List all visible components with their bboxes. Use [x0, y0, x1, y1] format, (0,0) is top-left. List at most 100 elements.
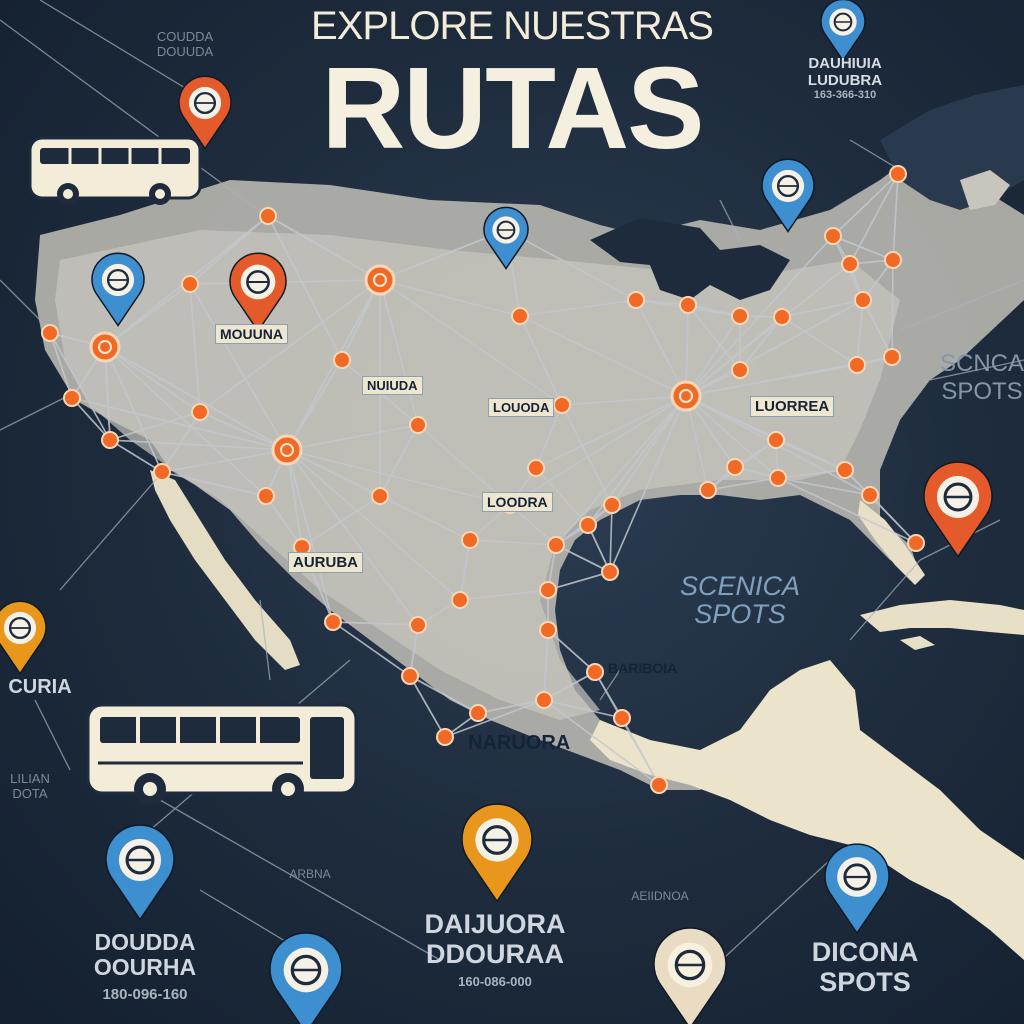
- route-stop[interactable]: [409, 616, 427, 634]
- bottom-center-caption: DAIJUORA DDOURAA 160-086-000: [400, 909, 590, 990]
- route-line: [519, 315, 563, 406]
- route-line: [781, 299, 864, 318]
- route-line: [561, 395, 687, 406]
- route-stop[interactable]: [527, 459, 545, 477]
- curia-caption: CURIA: [8, 676, 72, 698]
- map-label-naruora: NARUORA: [468, 732, 571, 754]
- route-stop[interactable]: [191, 403, 209, 421]
- pin-blue-bottom-right[interactable]: [824, 843, 890, 935]
- route-stop[interactable]: [535, 691, 553, 709]
- bottom-right-caption: DICONA SPOTS: [790, 937, 940, 997]
- route-line: [332, 621, 419, 626]
- route-stop[interactable]: [627, 291, 645, 309]
- pin-top-right[interactable]: [820, 0, 866, 62]
- route-stop[interactable]: [836, 461, 854, 479]
- map-label-nuiuda: NUIUDA: [362, 376, 423, 395]
- pin-blue-bottom[interactable]: [269, 932, 343, 1024]
- route-line: [555, 395, 687, 546]
- route-stop[interactable]: [731, 361, 749, 379]
- route-stop[interactable]: [883, 348, 901, 366]
- route-stop[interactable]: [884, 251, 902, 269]
- route-stop[interactable]: [436, 728, 454, 746]
- route-stop[interactable]: [461, 531, 479, 549]
- route-line: [862, 299, 893, 358]
- route-stop[interactable]: [41, 324, 59, 342]
- route-stop[interactable]: [586, 663, 604, 681]
- route-stop[interactable]: [101, 431, 119, 449]
- route-hub[interactable]: [670, 380, 702, 412]
- route-line: [561, 404, 613, 506]
- route-stop[interactable]: [553, 396, 571, 414]
- route-stop[interactable]: [699, 481, 717, 499]
- pin-orange-east[interactable]: [923, 461, 993, 558]
- route-stop[interactable]: [854, 291, 872, 309]
- pin-orange-center[interactable]: [229, 252, 287, 333]
- route-stop[interactable]: [769, 469, 787, 487]
- pin-gold-west[interactable]: [0, 600, 47, 675]
- route-line: [286, 449, 303, 548]
- bottom-left-line2: OOURHA: [93, 954, 197, 981]
- nova-scotia: [960, 170, 1010, 210]
- route-stop[interactable]: [613, 709, 631, 727]
- route-line: [409, 675, 479, 714]
- route-line: [104, 346, 267, 497]
- route-stop[interactable]: [861, 486, 879, 504]
- route-line: [856, 299, 864, 366]
- route-stop[interactable]: [451, 591, 469, 609]
- pin-blue-south-left[interactable]: [105, 824, 175, 921]
- route-stop[interactable]: [601, 563, 619, 581]
- route-line: [609, 395, 687, 573]
- route-stop[interactable]: [841, 255, 859, 273]
- pin-cream-bottom[interactable]: [653, 927, 727, 1024]
- route-line: [189, 283, 201, 413]
- route-stop[interactable]: [371, 487, 389, 505]
- route-stop[interactable]: [547, 536, 565, 554]
- route-stop[interactable]: [333, 351, 351, 369]
- top-left-line1: COUDDA: [156, 29, 214, 44]
- top-right-caption: DAUHIUIA LUDUBRA 163-366-310: [790, 55, 900, 101]
- route-line: [379, 424, 419, 497]
- route-stop[interactable]: [848, 356, 866, 374]
- route-stop[interactable]: [63, 389, 81, 407]
- route-stop[interactable]: [469, 704, 487, 722]
- route-stop[interactable]: [409, 416, 427, 434]
- route-stop[interactable]: [731, 307, 749, 325]
- route-stop[interactable]: [767, 431, 785, 449]
- route-hub[interactable]: [364, 264, 396, 296]
- route-line: [611, 395, 687, 506]
- route-stop[interactable]: [603, 496, 621, 514]
- connector-lines: [0, 0, 1024, 981]
- route-line: [199, 279, 381, 413]
- pin-blue-center[interactable]: [483, 206, 529, 270]
- route-stop[interactable]: [773, 308, 791, 326]
- route-stop[interactable]: [181, 275, 199, 293]
- route-line: [189, 283, 288, 451]
- route-hub[interactable]: [271, 434, 303, 466]
- route-stop[interactable]: [257, 487, 275, 505]
- route-stop[interactable]: [889, 165, 907, 183]
- route-stop[interactable]: [726, 458, 744, 476]
- route-stop[interactable]: [511, 307, 529, 325]
- route-hub[interactable]: [89, 331, 121, 363]
- route-stop[interactable]: [259, 207, 277, 225]
- route-stop[interactable]: [907, 534, 925, 552]
- route-stop[interactable]: [324, 613, 342, 631]
- route-stop[interactable]: [579, 516, 597, 534]
- route-line: [286, 449, 419, 626]
- route-stop[interactable]: [650, 776, 668, 794]
- pin-left[interactable]: [91, 252, 145, 327]
- route-stop[interactable]: [679, 296, 697, 314]
- pin-top-left[interactable]: [178, 75, 232, 150]
- globe-icon: [496, 220, 516, 240]
- route-stop[interactable]: [153, 463, 171, 481]
- route-line: [379, 279, 521, 317]
- route-stop[interactable]: [539, 581, 557, 599]
- pin-gold-bottom[interactable]: [461, 803, 533, 903]
- route-stop[interactable]: [401, 667, 419, 685]
- route-line: [777, 469, 846, 479]
- route-stop[interactable]: [824, 227, 842, 245]
- pin-blue-east[interactable]: [761, 158, 815, 233]
- route-line: [379, 229, 507, 281]
- route-line: [286, 279, 381, 451]
- route-stop[interactable]: [539, 621, 557, 639]
